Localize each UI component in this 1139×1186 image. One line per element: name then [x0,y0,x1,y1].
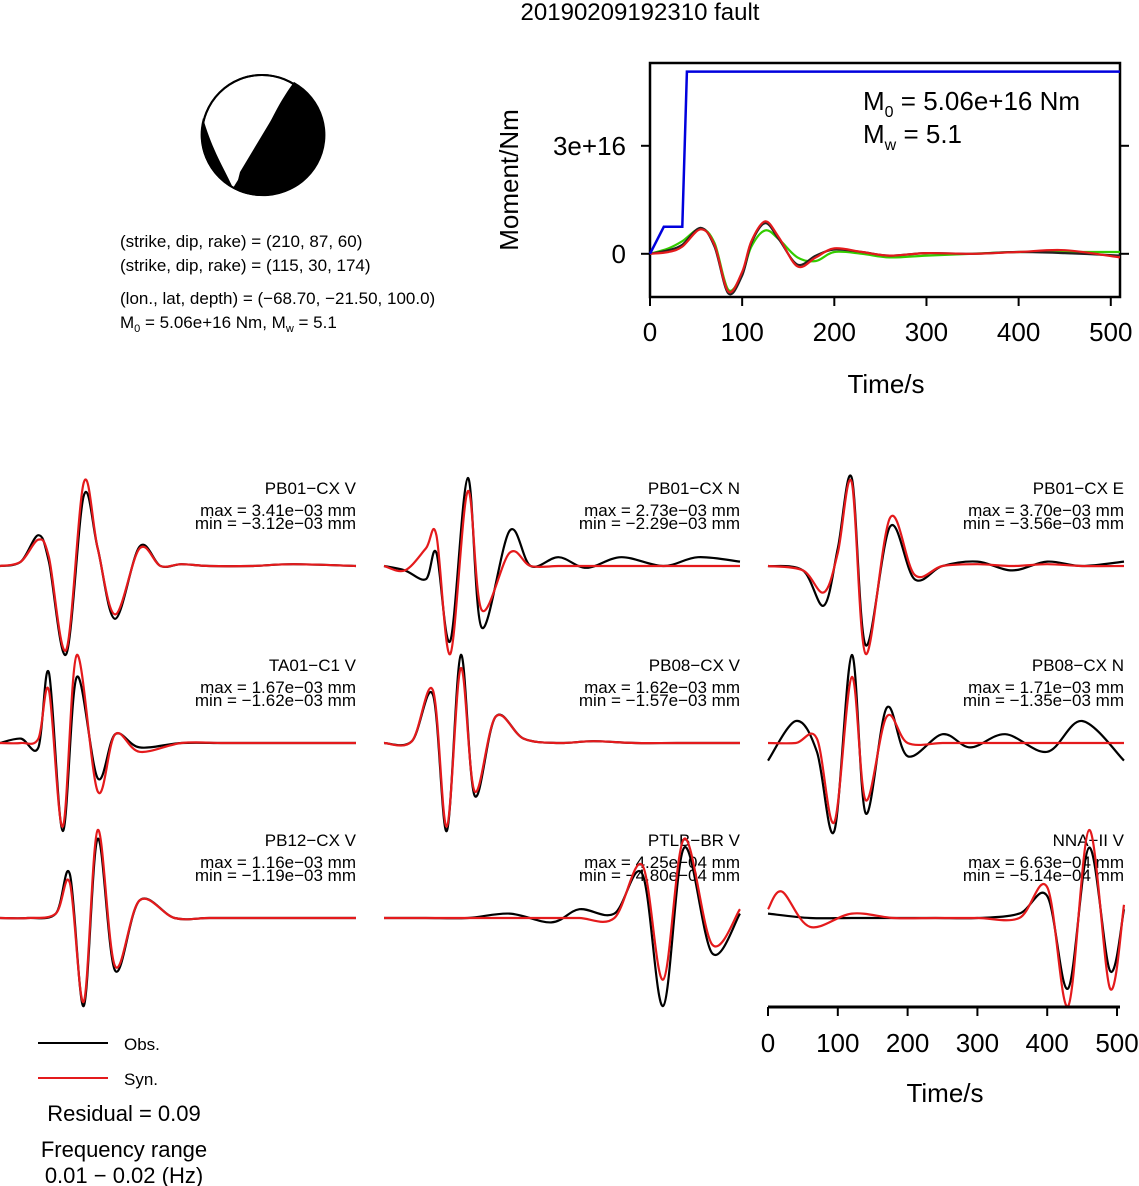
time-axis-tick-label: 300 [956,1028,999,1058]
moment-series-stf_syn [649,220,1121,294]
residual-text: Residual = 0.09 [47,1101,201,1126]
station-min: min = −1.35e−03 mm [963,691,1124,710]
syn-trace [0,478,357,652]
moment-xtick-label: 500 [1089,317,1132,347]
station-max: max = 1.62e−03 mm [584,678,740,697]
station-min: min = −4.80e−04 mm [579,866,740,885]
station-name: PB01−CX E [1033,479,1124,498]
moment-series-stf_obs [649,222,1121,296]
station-name: PB12−CX V [265,831,357,850]
syn-trace [383,490,740,656]
moment-xtick-label: 100 [720,317,763,347]
station-min: min = −3.56e−03 mm [963,514,1124,533]
legend: Obs. Syn. [38,1035,160,1089]
moment-ytick-label: 3e+16 [553,131,626,161]
time-axis-tick-label: 500 [1095,1028,1138,1058]
station-max: max = 3.70e−03 mm [968,501,1124,520]
moment-plot-frame [648,61,1122,299]
syn-trace [767,828,1126,1008]
moment-mw-label: Mw = 5.1 [863,119,962,154]
moment-m0-label: M0 = 5.06e+16 Nm [863,86,1080,121]
station-name: PB08−CX N [1032,656,1124,675]
figure-title: 20190209192310 fault [521,0,760,26]
station-min: min = −1.57e−03 mm [579,691,740,710]
syn-trace [384,837,741,981]
station-min: min = −2.29e−03 mm [579,514,740,533]
time-axis-label: Time/s [906,1078,983,1108]
station-name: PB08−CX V [649,656,741,675]
obs-trace [383,476,741,643]
plane2-text: (strike, dip, rake) = (115, 30, 174) [120,256,371,275]
syn-trace [383,667,740,828]
moment-xlabel: Time/s [847,369,924,399]
frequency-range: 0.01 − 0.02 (Hz) [45,1163,203,1186]
time-axis-tick-label: 0 [761,1028,775,1058]
plane1-text: (strike, dip, rake) = (210, 87, 60) [120,232,362,251]
time-axis-tick-label: 400 [1026,1028,1069,1058]
legend-obs-label: Obs. [124,1035,160,1054]
syn-trace [767,675,1124,824]
syn-trace [0,653,356,828]
moment-xtick-label: 200 [813,317,856,347]
moment-xtick-label: 0 [643,317,657,347]
station-min: min = −5.14e−04 mm [963,866,1124,885]
station-name: TA01−C1 V [269,656,357,675]
station-min: min = −3.12e−03 mm [195,514,356,533]
station-max: max = 4.25e−04 mm [584,853,740,872]
station-name: NNA−II V [1053,831,1125,850]
moment-xtick-label: 400 [997,317,1040,347]
time-axis-tick-label: 200 [886,1028,929,1058]
legend-syn-label: Syn. [124,1070,158,1089]
moment-ytick-label: 0 [612,239,626,269]
moment-summary-text: M0 = 5.06e+16 Nm, Mw = 5.1 [120,313,337,335]
location-text: (lon., lat, depth) = (−68.70, −21.50, 10… [120,289,435,308]
station-min: min = −1.19e−03 mm [195,866,356,885]
syn-trace [0,828,356,1003]
station-name: PTLB−BR V [648,831,741,850]
station-max: max = 2.73e−03 mm [584,501,740,520]
moment-series-stf_model [649,227,1120,292]
station-name: PB01−CX V [265,479,357,498]
moment-series-cumulative [648,70,1120,255]
beachball-icon [200,74,326,197]
time-axis-tick-label: 100 [816,1028,859,1058]
station-max: max = 3.41e−03 mm [200,501,356,520]
syn-trace [767,478,1125,656]
station-max: max = 1.67e−03 mm [200,678,356,697]
station-max: max = 1.71e−03 mm [968,678,1124,697]
moment-plot: Moment/Nm Time/s M0 = 5.06e+16 Nm Mw = 5… [494,61,1132,399]
frequency-title: Frequency range [41,1137,207,1162]
station-min: min = −1.62e−03 mm [195,691,356,710]
time-axis: Time/s 0 100 200 300 400 500 [761,1005,1139,1108]
station-name: PB01−CX N [648,479,740,498]
station-max: max = 1.16e−03 mm [200,853,356,872]
moment-xtick-label: 300 [905,317,948,347]
moment-ylabel: Moment/Nm [494,109,524,251]
